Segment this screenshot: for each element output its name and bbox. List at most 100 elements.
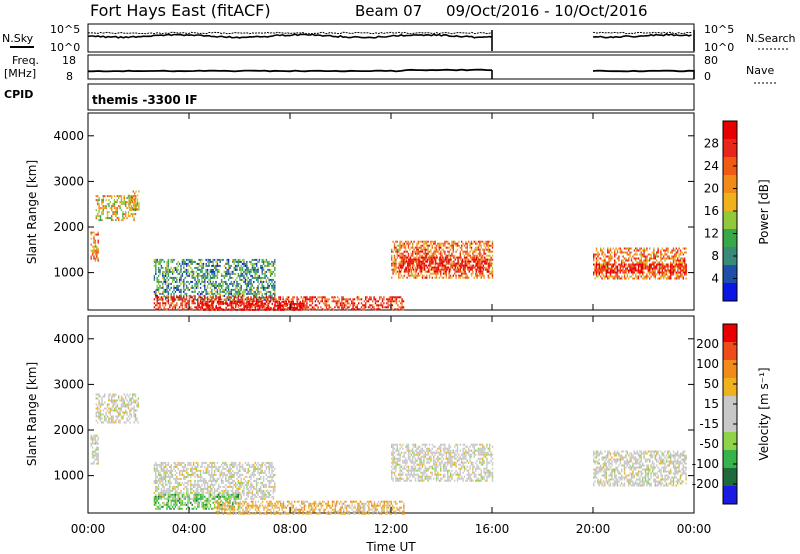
range-cell [292,298,294,301]
range-cell [607,249,609,252]
range-cell [274,296,276,299]
range-cell [164,469,167,472]
range-cell [632,267,634,270]
range-cell [595,249,598,252]
range-cell [386,298,388,301]
range-cell [414,274,417,277]
range-cell [459,252,461,255]
range-cell [396,266,398,269]
range-cell [180,278,182,281]
range-cell [176,304,178,307]
range-cell [173,467,175,470]
range-cell [106,421,109,424]
range-cell [218,268,220,271]
range-cell [614,277,616,280]
range-cell [426,276,428,279]
range-cell [128,206,130,209]
range-cell [625,251,627,254]
range-cell [197,278,199,281]
range-cell [159,497,161,500]
range-cell [118,397,120,400]
range-cell [269,296,272,299]
range-cell [598,261,600,264]
range-cell [176,294,178,297]
range-cell [230,489,233,492]
range-cell [459,274,461,277]
range-cell [120,397,123,400]
range-cell [269,268,272,271]
range-cell [607,261,609,264]
range-cell [195,262,198,265]
range-cell [682,261,684,264]
range-cell [281,308,283,311]
range-cell [313,296,315,299]
range-cell [667,249,669,252]
range-cell [130,409,132,412]
range-cell [398,306,400,309]
range-cell [232,300,234,303]
range-cell [390,298,392,301]
range-cell [453,256,455,259]
range-cell [253,308,255,311]
range-cell [216,487,219,490]
range-cell [473,276,475,279]
range-cell [299,302,301,305]
range-cell [420,244,422,247]
range-cell [611,269,613,272]
range-cell [216,467,219,470]
range-cell [255,298,258,301]
range-cell [157,471,160,474]
range-cell [434,240,436,243]
range-cell [420,250,422,253]
range-cell [181,262,184,265]
range-cell [208,473,210,476]
range-cell [136,417,138,420]
range-cell [157,483,160,486]
range-cell [400,244,403,247]
range-cell [157,278,160,281]
range-cell [201,489,203,492]
range-cell [169,475,171,478]
range-cell [206,258,209,261]
range-cell [420,248,422,251]
range-cell [449,258,451,261]
range-cell [656,265,658,268]
range-cell [101,199,103,202]
range-cell [272,288,275,291]
range-cell [438,268,440,271]
range-cell [171,278,174,281]
range-cell [229,465,231,468]
colorbar-swatch [723,265,737,283]
range-cell [678,271,680,274]
range-cell [109,201,111,204]
range-cell [164,308,167,311]
range-cell [459,254,461,257]
range-cell [356,306,358,309]
range-cell [618,257,620,260]
colorbar-tick-label: 8 [711,249,719,263]
range-cell [209,306,212,309]
range-cell [180,270,182,273]
range-cell [346,302,349,305]
range-cell [211,270,213,273]
range-cell [418,258,420,261]
range-cell [205,268,207,271]
range-cell [595,247,598,250]
range-cell [380,304,382,307]
range-cell [132,204,134,207]
range-cell [427,240,429,243]
range-cell [594,269,596,272]
range-cell [490,264,492,267]
range-cell [408,260,410,263]
range-cell [404,270,406,273]
range-cell [400,302,402,305]
range-cell [181,296,184,299]
range-cell [195,473,198,476]
range-cell [156,258,158,261]
range-cell [191,258,193,261]
range-cell [239,298,241,301]
range-cell [111,195,113,198]
range-cell [602,247,605,250]
range-cell [173,461,175,464]
range-cell [185,272,188,275]
